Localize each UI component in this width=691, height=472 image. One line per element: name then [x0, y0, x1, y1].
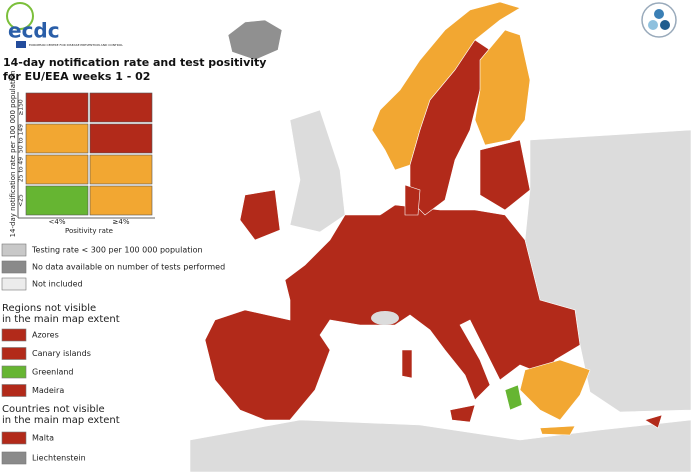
region-red [449, 404, 476, 423]
legend-label: No data available on number of tests per… [32, 263, 225, 272]
legend-swatch [1, 260, 27, 274]
matrix-row-label: ≥150 [18, 99, 25, 116]
logo-text: ecdc [8, 19, 60, 43]
matrix-cell [25, 185, 89, 216]
region-red [401, 349, 413, 379]
legend-swatch [1, 328, 27, 342]
logo-globe [6, 2, 34, 30]
logo: ecdc EUROPEAN CENTRE FOR DISEASE PREVENT… [6, 2, 123, 48]
land-not-included [189, 419, 691, 472]
switzerland [371, 311, 399, 325]
legend-label: Madeira [32, 386, 64, 395]
region-red [479, 139, 531, 211]
matrix-row-label: 50 to 149 [18, 124, 25, 153]
icon-dot [654, 9, 664, 19]
legend: Testing rate < 300 per 100 000 populatio… [1, 243, 225, 465]
matrix-cell [89, 185, 153, 216]
legend-swatch [1, 451, 27, 465]
legend-label: Canary islands [32, 349, 91, 358]
eu-flag [16, 41, 26, 48]
legend-label: Malta [32, 434, 54, 443]
icon-dot [648, 20, 658, 30]
legend-label: Not included [32, 280, 83, 289]
title-line: 14-day notification rate and test positi… [3, 56, 266, 69]
legend-label: Azores [32, 331, 59, 340]
legend-swatch [1, 243, 27, 257]
section-heading: Countries not visible [2, 404, 105, 415]
region-orange [539, 425, 576, 436]
legend-matrix: ≥150 50 to 149 25 to 49 <25 <4% ≥4% [18, 92, 155, 226]
section-heading: Regions not visible [2, 303, 96, 314]
icon-ring [641, 2, 677, 38]
legend-label: Testing rate < 300 per 100 000 populatio… [31, 246, 203, 255]
logo-subtitle: EUROPEAN CENTRE FOR DISEASE PREVENTION A… [29, 43, 123, 47]
section-heading: in the main map extent [2, 415, 120, 426]
region-orange [519, 359, 591, 421]
region-orange [474, 29, 531, 146]
matrix-row-label: <25 [18, 194, 25, 207]
title-line: for EU/EEA weeks 1 - 02 [3, 70, 150, 83]
region-red [404, 184, 421, 216]
matrix-y-label: 14-day notification rate per 100 000 pop… [9, 71, 17, 238]
matrix-cell [89, 92, 153, 123]
legend-swatch [1, 384, 27, 397]
matrix-cell [25, 92, 89, 123]
matrix-col-label: <4% [49, 218, 66, 226]
matrix-cell [25, 123, 89, 154]
region-red [409, 39, 491, 216]
section-heading: in the main map extent [2, 314, 120, 325]
icon-dot [660, 20, 670, 30]
legend-label: Greenland [32, 368, 74, 377]
iceland [227, 19, 283, 61]
matrix-x-label: Positivity rate [65, 227, 113, 235]
matrix-cell [89, 123, 153, 154]
region-orange [371, 1, 521, 171]
matrix-row-label: 25 to 49 [18, 157, 25, 182]
legend-label: Liechtenstein [32, 454, 86, 463]
matrix-cell [89, 154, 153, 185]
matrix-col-label: ≥4% [113, 218, 130, 226]
region-red [239, 189, 281, 241]
region-red [644, 414, 663, 429]
legend-swatch [1, 347, 27, 360]
region-green [504, 384, 523, 411]
legend-swatch [1, 365, 27, 379]
land-not-included [289, 109, 346, 233]
legend-swatch [1, 277, 27, 291]
corner-icon[interactable] [641, 2, 677, 38]
legend-swatch [1, 431, 27, 445]
matrix-cell [25, 154, 89, 185]
map [189, 1, 691, 472]
